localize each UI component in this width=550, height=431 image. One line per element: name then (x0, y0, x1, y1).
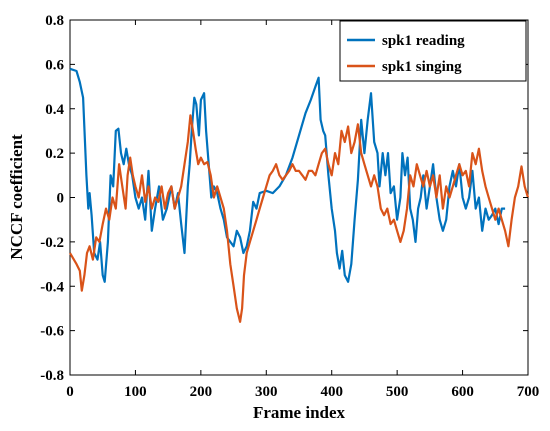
x-axis-title: Frame index (253, 403, 346, 422)
x-tick-label: 600 (451, 384, 474, 400)
x-tick-label: 500 (386, 384, 409, 400)
legend-label-singing: spk1 singing (382, 59, 462, 75)
x-tick-label: 300 (255, 384, 278, 400)
x-tick-label: 100 (124, 384, 147, 400)
y-tick-label: 0 (57, 191, 65, 207)
y-tick-label: -0.6 (40, 324, 64, 340)
y-tick-label: -0.4 (40, 279, 64, 295)
x-tick-label: 200 (190, 384, 213, 400)
legend-box (339, 20, 527, 82)
y-tick-label: -0.2 (40, 235, 64, 251)
series-line-reading (69, 67, 506, 283)
y-tick-label: 0.2 (45, 146, 64, 162)
x-tick-label: 400 (320, 384, 343, 400)
legend: spk1 reading spk1 singing (339, 20, 527, 82)
plot-lines (69, 67, 530, 323)
y-tick-label: 0.8 (45, 13, 64, 29)
x-tick-label: 0 (66, 384, 74, 400)
y-tick-label: -0.8 (40, 368, 64, 384)
x-tick-label: 700 (517, 384, 540, 400)
axes: 0 100 200 300 400 500 600 700 -0.8 -0.6 -0.4 -0.2 0 0… (40, 13, 539, 400)
y-tick-label: 0.6 (45, 57, 64, 73)
legend-label-reading: spk1 reading (382, 33, 465, 49)
series-line-singing (69, 114, 530, 323)
y-axis-title: NCCF coefficient (7, 134, 26, 260)
y-tick-label: 0.4 (45, 102, 64, 118)
